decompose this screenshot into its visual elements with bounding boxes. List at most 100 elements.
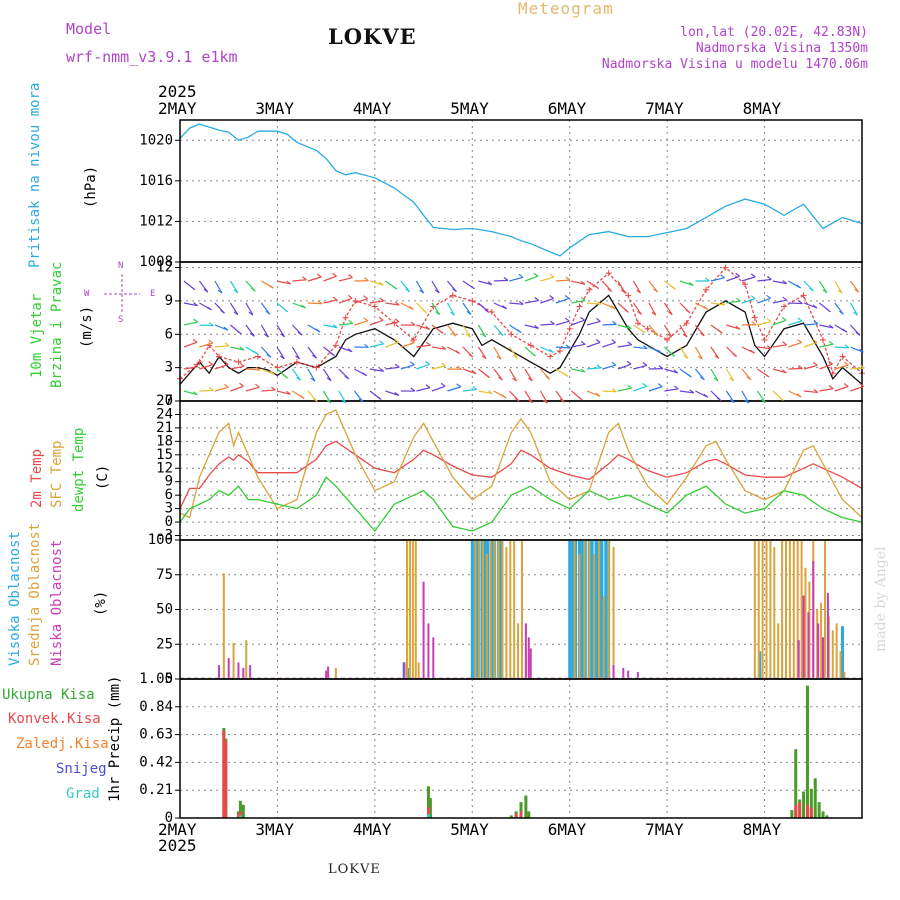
wind-arrow <box>772 368 787 374</box>
bar-clouds-2 <box>249 665 252 679</box>
wind-arrow-head <box>217 289 223 294</box>
wind-arrow <box>679 280 694 286</box>
wind-arrow-head <box>301 276 307 281</box>
ytick-label-pressure: 1016 <box>139 173 173 189</box>
date-tick-label: 8MAY <box>742 820 782 839</box>
wind-arrow-head <box>239 346 245 351</box>
bar-clouds-1 <box>520 540 523 679</box>
bar-clouds-2 <box>427 623 430 679</box>
wind-arrow-head <box>501 394 507 399</box>
wind-arrow <box>276 346 285 360</box>
ytick-label-temperature: 0 <box>165 514 173 530</box>
wind-arrow-head <box>594 285 600 290</box>
wind-arrow-head <box>283 308 289 313</box>
wind-arrow <box>431 346 446 350</box>
ytick-label-clouds: 50 <box>156 602 173 618</box>
bar-clouds-1 <box>593 553 596 679</box>
wind-arrow-head <box>854 288 860 293</box>
wind-arrow-head <box>296 376 301 381</box>
ytick-label-temperature: 12 <box>156 460 173 476</box>
station-elevation: Nadmorska Visina 1350m <box>695 41 868 56</box>
wind-arrow <box>788 367 803 370</box>
bar-clouds-2 <box>524 623 527 679</box>
wind-arrow-head <box>502 305 508 310</box>
wind-arrow-head <box>766 318 772 323</box>
wind-arrow-head <box>465 333 471 338</box>
wind-arrow <box>199 389 214 392</box>
wind-arrow-head <box>642 345 648 350</box>
wind-arrow <box>602 341 616 348</box>
wind-arrow-head <box>410 321 416 326</box>
bar-clouds-2 <box>237 662 240 679</box>
wind-arrow-head <box>782 296 787 301</box>
wind-arrow <box>710 368 719 382</box>
bar-precipitation-0 <box>790 810 794 818</box>
wind-arrow-head <box>729 399 735 404</box>
wind-arrow-head <box>233 289 239 294</box>
bar-clouds-1 <box>777 623 780 679</box>
wind-arrow-head <box>286 280 291 285</box>
wind-arrow-head <box>376 395 382 400</box>
wind-arrow <box>710 346 720 359</box>
bar-clouds-1 <box>757 540 760 679</box>
wind-arrow-head <box>531 352 536 357</box>
wind-arrow-head <box>528 399 533 404</box>
wind-arrow-head <box>394 318 400 323</box>
wind-arrow-head <box>766 276 772 280</box>
wind-arrow-head <box>844 344 850 349</box>
wind-arrow-head <box>809 287 814 292</box>
wind-arrow <box>369 368 384 372</box>
wind-arrow <box>757 346 772 350</box>
wind-arrow <box>245 302 254 316</box>
wind-arrow-head <box>778 396 784 401</box>
bar-precipitation-4 <box>238 815 242 818</box>
wind-arrow <box>214 386 229 392</box>
wind-arrow <box>741 298 756 304</box>
wind-arrow <box>199 342 213 348</box>
date-tick-label: 6MAY <box>547 820 587 839</box>
wind-arrow-head <box>487 390 493 395</box>
wind-arrow-field <box>183 272 865 404</box>
wind-arrow <box>400 364 415 370</box>
wind-arrow <box>508 346 519 359</box>
wind-arrow-head <box>266 353 272 358</box>
wind-arrow-head <box>269 284 274 289</box>
wind-arrow-head <box>843 383 849 387</box>
wind-arrow-head <box>484 308 490 313</box>
wind-arrow-head <box>265 310 271 315</box>
bar-precipitation-1 <box>238 811 242 818</box>
bar-clouds-2 <box>327 666 330 679</box>
precip-legend-graupel: Grad <box>66 786 100 802</box>
wind-arrow-head <box>223 326 229 331</box>
bar-clouds-1 <box>785 540 788 679</box>
wind-arrow-head <box>642 361 648 366</box>
wind-arrow-head <box>828 340 834 345</box>
wind-arrow <box>679 390 694 394</box>
wind-arrow-head <box>750 349 755 354</box>
bar-precipitation-0 <box>509 815 513 818</box>
wind-arrow <box>834 364 849 370</box>
wind-arrow <box>648 386 663 392</box>
wind-arrow <box>477 346 487 360</box>
wind-arrow <box>757 278 772 282</box>
wind-arrow <box>726 324 740 330</box>
wind-arrow-head <box>434 289 440 294</box>
wind-arrow-head <box>527 377 533 382</box>
ytick-label-precipitation: 0.42 <box>139 754 173 770</box>
wind-arrow <box>850 367 865 370</box>
wind-arrow-head <box>441 345 447 350</box>
wind-arrow <box>571 368 586 373</box>
wind-arrow-head <box>425 384 431 389</box>
wind-arrow-head <box>236 330 242 335</box>
wind-arrow <box>261 389 276 392</box>
bar-clouds-1 <box>607 540 610 679</box>
wind-arrow <box>323 275 337 282</box>
gust-marker <box>527 342 534 349</box>
bar-clouds-1 <box>478 540 481 679</box>
wind-arrow <box>834 280 843 294</box>
bar-precipitation-0 <box>428 798 432 818</box>
wind-arrow-head <box>798 365 803 369</box>
ytick-label-temperature: 6 <box>165 487 173 503</box>
precip-legend-conv: Konvek.Kisa <box>8 711 101 727</box>
wind-arrow-head <box>842 328 848 333</box>
